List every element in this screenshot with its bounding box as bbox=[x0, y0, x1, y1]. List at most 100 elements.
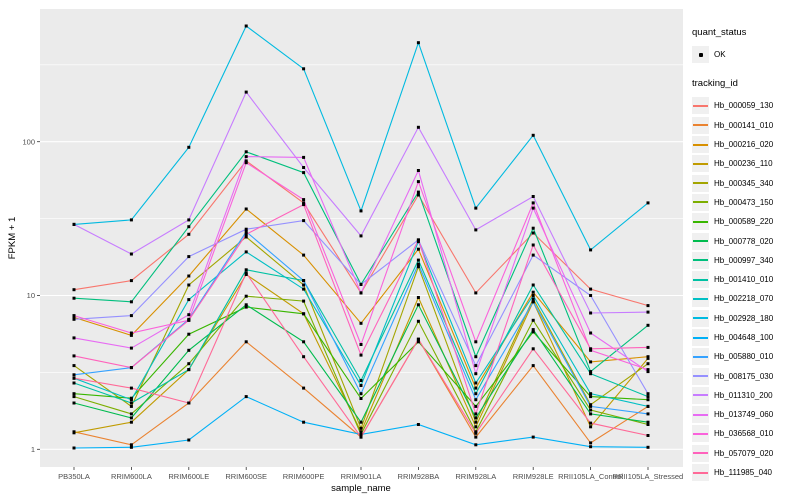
data-point bbox=[474, 291, 478, 295]
legend-item-Hb_000216_020: Hb_000216_020 bbox=[692, 135, 800, 154]
data-point bbox=[646, 368, 650, 372]
data-point bbox=[72, 288, 76, 292]
legend-item-label: Hb_000997_340 bbox=[714, 255, 774, 265]
data-point bbox=[359, 343, 363, 346]
data-point bbox=[531, 283, 535, 287]
data-point bbox=[359, 282, 363, 286]
data-point bbox=[187, 274, 191, 278]
data-point bbox=[244, 155, 248, 159]
data-point bbox=[72, 314, 76, 318]
data-point bbox=[416, 423, 420, 426]
legend-item-label: Hb_000141_010 bbox=[714, 120, 774, 130]
data-point bbox=[244, 207, 248, 211]
data-point bbox=[416, 337, 420, 341]
data-point bbox=[244, 227, 248, 231]
data-point bbox=[531, 364, 535, 368]
data-point bbox=[646, 420, 650, 424]
data-point bbox=[244, 395, 248, 399]
data-point bbox=[531, 206, 535, 210]
data-point bbox=[359, 209, 363, 213]
legend-item-Hb_013749_060: Hb_013749_060 bbox=[692, 405, 800, 424]
series-color-swatch bbox=[693, 394, 708, 397]
series-color-swatch bbox=[693, 182, 708, 185]
data-point bbox=[589, 395, 593, 399]
series-color-swatch bbox=[693, 336, 708, 339]
series-color-swatch bbox=[693, 471, 708, 474]
data-point bbox=[646, 304, 650, 308]
legend-item-Hb_000778_020: Hb_000778_020 bbox=[692, 231, 800, 250]
data-point bbox=[187, 438, 191, 442]
data-point bbox=[244, 232, 248, 236]
data-point bbox=[302, 201, 306, 205]
data-point bbox=[72, 446, 76, 450]
data-point bbox=[244, 250, 248, 254]
data-points bbox=[72, 24, 650, 450]
data-point bbox=[589, 421, 593, 425]
data-point bbox=[72, 376, 76, 380]
data-point bbox=[474, 206, 478, 210]
data-point bbox=[589, 392, 593, 396]
data-point bbox=[129, 346, 133, 350]
legend-item-label: Hb_004648_100 bbox=[714, 333, 774, 342]
legend-item-label: Hb_000345_340 bbox=[714, 178, 774, 188]
data-point bbox=[646, 445, 650, 449]
data-point bbox=[244, 161, 248, 165]
data-point bbox=[302, 287, 306, 291]
series-color-swatch bbox=[693, 104, 708, 107]
data-point bbox=[129, 279, 133, 283]
data-point bbox=[474, 431, 478, 435]
legend-item-Hb_057079_020: Hb_057079_020 bbox=[692, 444, 800, 463]
data-point bbox=[187, 362, 191, 366]
data-point bbox=[589, 425, 593, 429]
legend-key-line-icon bbox=[692, 213, 709, 231]
data-point bbox=[72, 222, 76, 226]
x-tick-label: RRIM600LE bbox=[168, 472, 209, 481]
data-point bbox=[416, 258, 420, 262]
data-point bbox=[129, 218, 133, 222]
data-point bbox=[302, 355, 306, 359]
data-point bbox=[129, 333, 133, 337]
data-point bbox=[474, 381, 478, 385]
x-tick-label: RRII105LA_Stressed bbox=[613, 472, 683, 481]
data-point bbox=[244, 24, 248, 28]
data-point bbox=[474, 443, 478, 447]
data-point bbox=[474, 412, 478, 416]
data-point bbox=[129, 443, 133, 447]
legend-item-Hb_008175_030: Hb_008175_030 bbox=[692, 366, 800, 385]
data-point bbox=[474, 398, 478, 402]
legend-item-label: Hb_000216_020 bbox=[714, 140, 774, 150]
data-point bbox=[474, 392, 478, 396]
y-tick-label: 10 bbox=[27, 291, 35, 300]
data-point bbox=[589, 412, 593, 416]
data-point bbox=[187, 232, 191, 236]
legend-item-label: Hb_000589_220 bbox=[714, 217, 774, 227]
data-point bbox=[359, 234, 363, 238]
data-point bbox=[416, 193, 420, 197]
legend-item-Hb_000059_130: Hb_000059_130 bbox=[692, 96, 800, 115]
data-point bbox=[646, 345, 650, 349]
legend-key-line-icon bbox=[692, 348, 709, 366]
legend-item-Hb_004648_100: Hb_004648_100 bbox=[692, 328, 800, 347]
legend-key-line-icon bbox=[692, 116, 709, 134]
data-point bbox=[359, 379, 363, 382]
data-point bbox=[531, 195, 535, 198]
data-point bbox=[72, 364, 76, 368]
series-color-swatch bbox=[693, 143, 708, 146]
data-point bbox=[589, 347, 593, 351]
data-point bbox=[359, 432, 363, 436]
legend-item-label: Hb_013749_060 bbox=[714, 410, 774, 420]
legend-key-line-icon bbox=[692, 406, 709, 424]
data-point bbox=[72, 431, 76, 435]
data-point bbox=[531, 290, 535, 294]
data-point bbox=[416, 180, 420, 184]
legend-item-label: Hb_000059_130 bbox=[714, 101, 774, 111]
data-point bbox=[531, 133, 535, 137]
data-point bbox=[531, 300, 535, 304]
legend-key-line-icon bbox=[692, 271, 709, 289]
series-color-swatch bbox=[693, 278, 708, 281]
data-point bbox=[589, 441, 593, 445]
legend-tracking-id-title: tracking_id bbox=[692, 78, 738, 90]
data-point bbox=[474, 228, 478, 232]
legend-key-line-icon bbox=[692, 97, 709, 115]
legend-item-label: Hb_111985_040 bbox=[714, 468, 772, 478]
